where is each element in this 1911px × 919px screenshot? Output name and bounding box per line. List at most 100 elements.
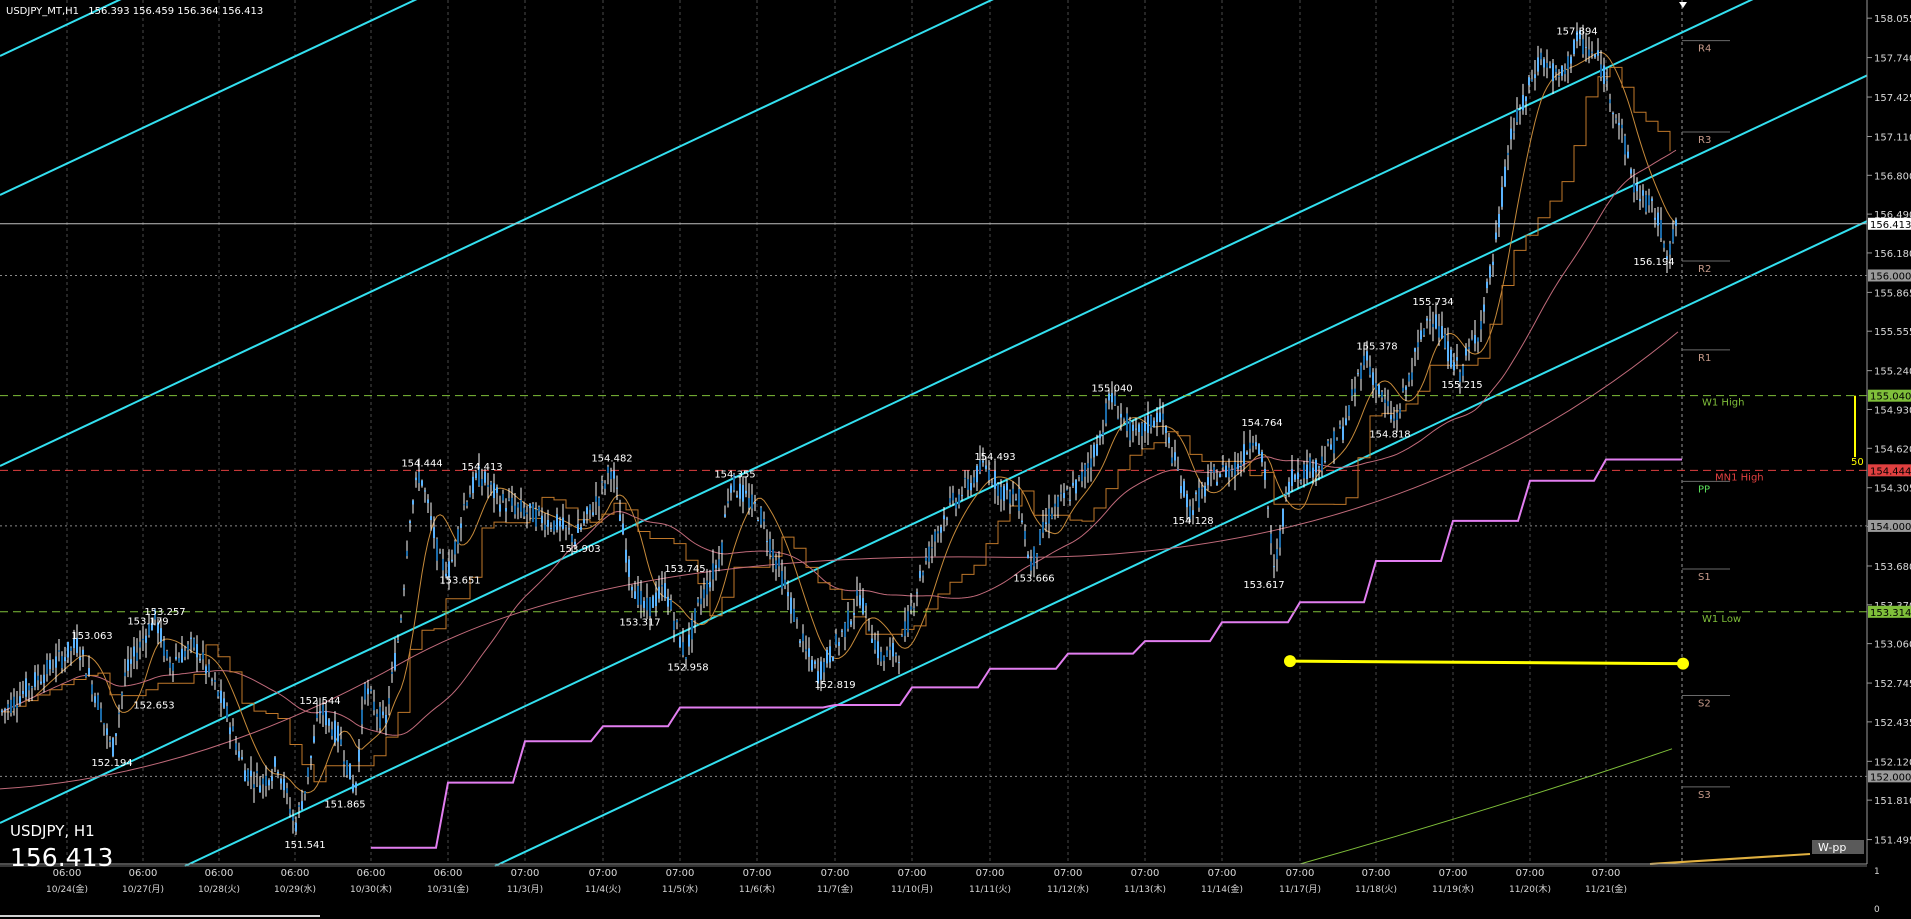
candle-body [850,621,852,625]
candle-body [97,695,99,710]
candle-body [1510,128,1512,140]
candle-body [460,523,462,528]
candle-body [334,720,336,743]
candle-body [1237,463,1239,469]
trendline-handle-left[interactable] [1284,655,1296,668]
candle-body [586,507,588,515]
candle-body [922,572,924,576]
candle-body [1408,374,1410,382]
candle-body [1180,486,1182,494]
candle-body [832,656,834,661]
candle-body [1483,304,1485,312]
candle-body [529,503,531,509]
candle-body [1381,392,1383,398]
candle-body [289,808,291,814]
candle-body [115,733,117,737]
swing-price-label: 154.764 [1241,418,1282,429]
candle-body [403,588,405,590]
candle-body [1150,415,1152,428]
candle-body [1486,281,1488,289]
candle-body [1525,96,1527,102]
candle-body [1075,479,1077,494]
candle-body [1234,461,1236,476]
channel-line [0,0,1754,824]
candle-body [1270,533,1272,544]
candle-body [1303,464,1305,479]
candle-body [715,565,717,569]
candle-body [766,541,768,543]
candle-body [1585,46,1587,48]
wpp-label-bg [1812,840,1864,854]
candle-body [538,507,540,512]
price-axis: 158.055 157.740 157.425 157.110 156.800 156.4… [1867,14,1911,915]
long-ma-line [1299,748,1673,865]
candle-body [1333,431,1335,454]
candle-body [1072,482,1074,486]
candle-body [184,650,186,657]
candle-body [667,596,669,607]
markers[interactable]: W-pp 50 [1284,395,1864,854]
candle-body [1336,439,1338,441]
candle-body [52,670,54,672]
candle-body [325,711,327,726]
candle-body [964,477,966,480]
candle-body [520,500,522,512]
x-date-label: 11/11(火) [969,884,1011,895]
candle-body [427,499,429,504]
y-tick-label: 156.800 [1874,171,1911,182]
candle-body [1111,393,1113,403]
candle-body [1306,464,1308,480]
channel-lines [0,0,1868,867]
candle-body [244,770,246,782]
candle-body [1444,333,1446,348]
candle-body [481,479,483,486]
candle-body [1009,491,1011,504]
ohlc-values: 156.393 156.459 156.364 156.413 [88,6,263,17]
candle-body [313,736,315,743]
candle-body [508,498,510,500]
candle-body [82,649,84,655]
candle-body [436,538,438,561]
swing-price-label: 155.734 [1412,297,1453,308]
price-tag [1868,389,1911,402]
wpp-label: W-pp [1818,841,1846,854]
candle-body [1000,487,1002,500]
candle-body [1645,195,1647,212]
swing-price-label: 153.666 [1013,574,1054,585]
candle-body [265,775,267,786]
price-tag [1868,269,1911,282]
candle-body [640,590,642,605]
candle-body [883,656,885,661]
candle-body [658,586,660,599]
candle-body [748,498,750,508]
candle-body [1162,413,1164,420]
candle-body [694,608,696,621]
x-time-label: 06:00 [434,868,463,879]
candle-body [1666,256,1668,260]
candle-body [454,541,456,555]
candle-body [1474,335,1476,344]
current-price-big: 156.413 [10,843,113,872]
candle-body [295,822,297,832]
trendline-handle-right[interactable] [1677,657,1689,670]
candle-body [652,596,654,608]
y-tick-label: 152.120 [1874,757,1911,768]
candle-body [1240,463,1242,466]
candle-body [874,639,876,650]
candle-body [1540,52,1542,60]
swing-price-label: 153.745 [664,564,705,575]
x-time-label: 07:00 [1362,868,1391,879]
candle-body [16,705,18,708]
price-tag [1868,519,1911,532]
price-tag [1868,464,1911,477]
candle-body [1231,469,1233,471]
candle-body [124,672,126,677]
candle-body [148,623,150,636]
pivot-label: R2 [1698,264,1711,275]
candle-body [736,495,738,498]
chart-shift-triangle-icon[interactable] [1679,2,1687,8]
candle-body [409,521,411,524]
candle-body [1279,530,1281,548]
